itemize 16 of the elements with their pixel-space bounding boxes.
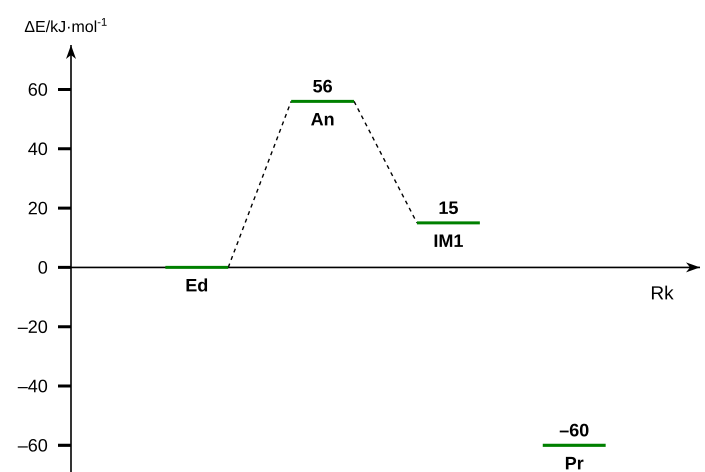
x-axis-title: Rk [652,286,674,300]
series-label: Pr [566,456,584,470]
y-tick-label: 60 [28,83,48,96]
data-label: –60 [560,424,588,436]
series-label: IM1 [434,234,463,247]
y-tick-label: 20 [28,202,48,214]
data-label: 15 [440,202,458,214]
y-tick-label: 0 [38,261,48,274]
y-tick-label: 40 [28,142,48,156]
y-axis-title: ΔE/kJ·mol$^{-1}$ [24,18,107,32]
y-tick-label: –20 [18,320,48,334]
series-label: Ed [186,278,208,292]
y-tick-label: –40 [18,380,48,392]
y-tick-label: –60 [18,438,48,452]
series-label: An [311,112,334,126]
data-label: 56 [313,80,332,93]
